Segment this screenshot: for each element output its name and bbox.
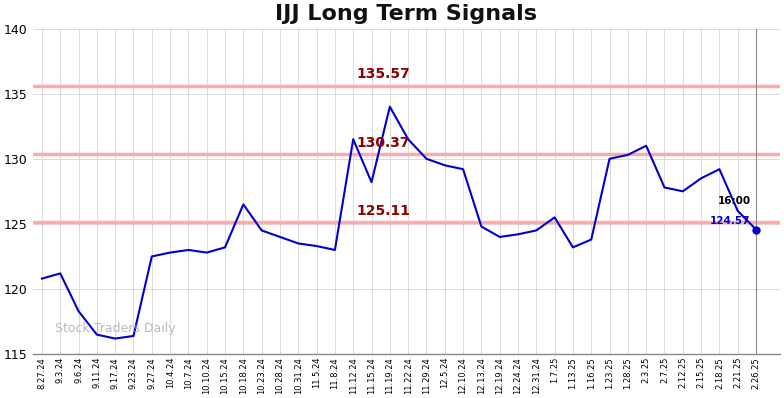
Text: 16:00: 16:00: [717, 196, 750, 206]
Text: 124.57: 124.57: [710, 216, 750, 226]
Title: IJJ Long Term Signals: IJJ Long Term Signals: [275, 4, 537, 24]
Text: 125.11: 125.11: [357, 204, 411, 218]
Text: 135.57: 135.57: [357, 67, 411, 81]
Text: 130.37: 130.37: [357, 136, 410, 150]
Text: Stock Traders Daily: Stock Traders Daily: [55, 322, 176, 335]
